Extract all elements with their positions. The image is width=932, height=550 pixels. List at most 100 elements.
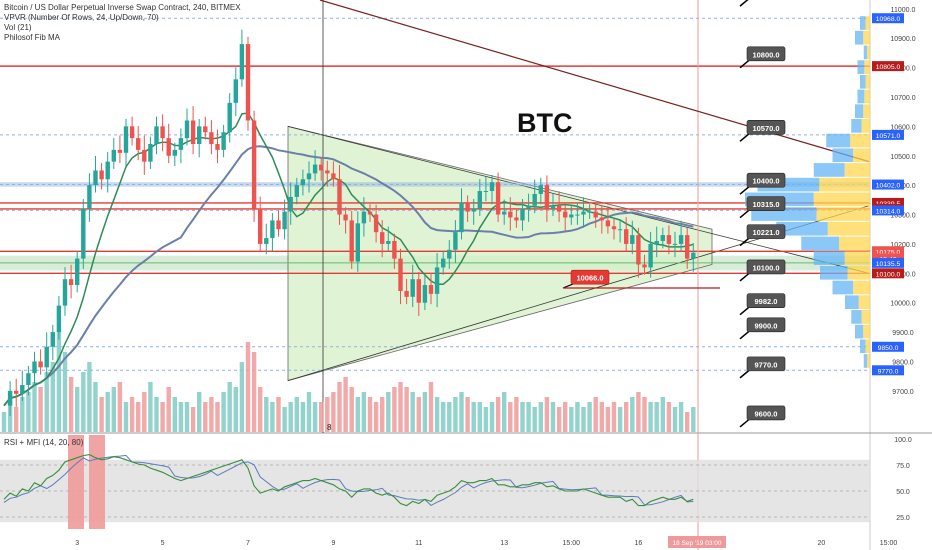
x-tick: 9 [331, 540, 335, 547]
price-callout: 10221.0 [739, 224, 786, 247]
axis-label-box [872, 129, 904, 140]
candle-body [355, 223, 360, 262]
legend-vol: Vol (21) [4, 23, 32, 32]
vpvr-up [845, 295, 859, 310]
candle-body [154, 126, 159, 144]
callout-text: 9982.0 [755, 297, 778, 306]
candle-body [87, 185, 92, 209]
axis-label-text: 10175.0 [876, 249, 901, 256]
vpvr-down [864, 60, 870, 74]
volume-bar [276, 397, 281, 432]
candle-body [239, 44, 245, 80]
x-tick: 11 [415, 540, 422, 547]
volume-bar [282, 407, 287, 432]
volume-bar [178, 402, 184, 432]
vpvr-down [861, 119, 870, 133]
rsi-tick: 100.0 [894, 437, 912, 444]
volume-bar [203, 402, 208, 432]
vpvr-up [855, 324, 864, 339]
callout-text: 10221.0 [752, 228, 779, 237]
vpvr-up [863, 354, 868, 368]
x-tick: 7 [246, 540, 250, 547]
axis-label-box [872, 197, 904, 208]
vpvr-up [855, 30, 864, 45]
volume-bar [569, 407, 574, 432]
candle-body [349, 220, 354, 262]
volume-bar [550, 402, 556, 432]
price-tick: 10200.0 [890, 242, 915, 249]
volume-bar [410, 392, 415, 432]
volume-bar [20, 397, 25, 432]
vpvr-up [813, 163, 845, 177]
candle-body [44, 346, 49, 368]
volume-bar [81, 372, 86, 432]
volume-bar [233, 387, 238, 432]
volume-bar [617, 407, 623, 432]
volume-bar [331, 392, 336, 432]
candle-body [672, 243, 678, 245]
volume-bar [197, 392, 202, 432]
volume-bar [32, 382, 37, 432]
candle-body [32, 361, 37, 374]
candle-body [178, 138, 184, 150]
volume-bar [190, 407, 196, 432]
candle-body [221, 132, 226, 150]
volume-bar [563, 402, 568, 432]
vpvr-down [850, 133, 870, 148]
volume-bar [556, 407, 562, 432]
volume-bar [599, 402, 604, 432]
candle-body [264, 238, 269, 244]
candle-body [599, 217, 604, 221]
volume-bar [526, 402, 531, 432]
volume-bar [93, 382, 98, 432]
vpvr-down [865, 74, 870, 89]
volume-bar [587, 402, 592, 432]
vpvr-up [863, 45, 868, 60]
candle-body [367, 211, 373, 215]
volume-bar [453, 397, 458, 432]
candle-body [471, 208, 476, 212]
volume-bar [404, 387, 409, 432]
volume-bar [532, 407, 537, 432]
candle-body [7, 390, 13, 406]
vpvr-up [801, 236, 840, 251]
pennant-upper-line [287, 125, 870, 274]
candle-body [233, 79, 238, 103]
candle-body [337, 179, 342, 215]
price-tick: 10000.0 [890, 301, 915, 308]
chart-legend: Bitcoin / US Dollar Perpetual Inverse Sw… [4, 3, 241, 43]
candle-body [660, 235, 665, 241]
vpvr-down [867, 354, 870, 368]
price-callout: 10970.0 [739, 0, 749, 7]
axis-label-text: 10805.0 [876, 64, 901, 71]
long-resistance-line [319, 0, 870, 163]
candle-body [544, 185, 550, 209]
callout-text: 10570.0 [752, 124, 779, 133]
vpvr-up [860, 339, 866, 354]
volume-bar [148, 382, 153, 432]
candle-body [105, 161, 110, 180]
price-callout: 9600.0 [739, 405, 786, 428]
volume-bar [44, 372, 49, 432]
volume-bar [459, 392, 464, 432]
candle-body [593, 211, 598, 218]
candle-body [306, 173, 312, 180]
candle-body [666, 235, 672, 244]
vpvr-down [813, 192, 870, 207]
volume-bar [172, 397, 177, 432]
volume-bar [678, 402, 684, 432]
candle-body [68, 279, 74, 286]
price-tick: 9800.0 [892, 359, 914, 366]
volume-bar [386, 392, 391, 432]
axis-label-text: 9850.0 [878, 345, 899, 352]
volume-bar [611, 402, 617, 432]
axis-label-text: 10402.0 [876, 183, 901, 190]
candle-body [434, 267, 440, 294]
candle-body [441, 258, 446, 268]
callout-box [746, 196, 786, 212]
volume-bar [221, 392, 226, 432]
candle-body [117, 149, 123, 153]
callout-box [746, 224, 786, 239]
